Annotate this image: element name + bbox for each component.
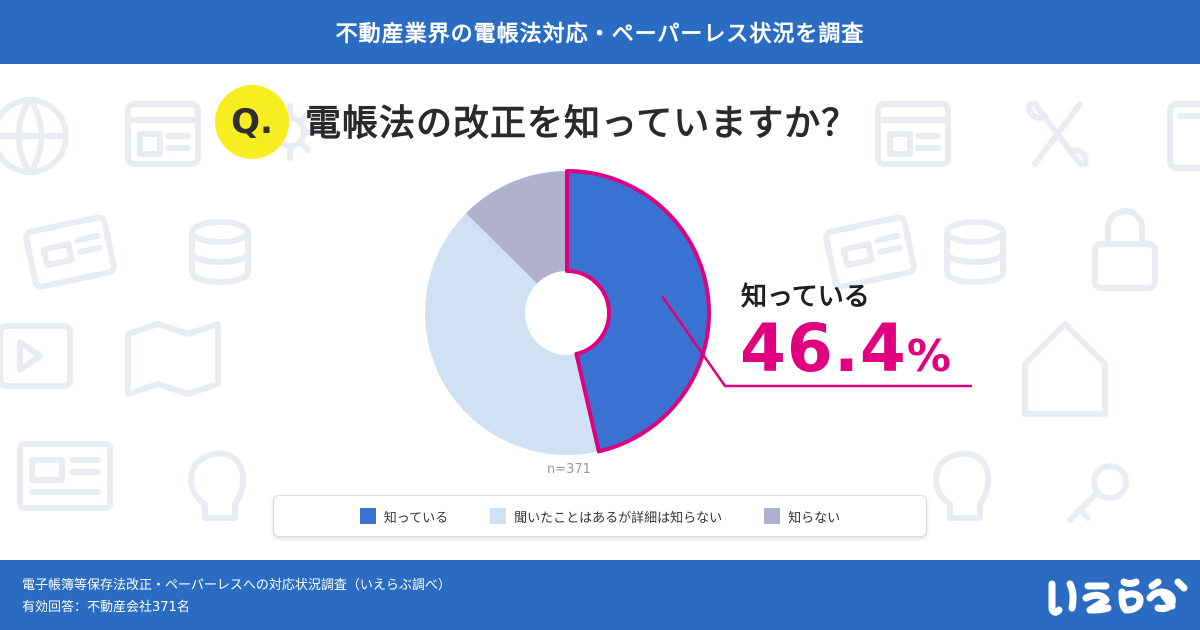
legend-label: 聞いたことはあるが詳細は知らない [514,510,723,526]
footer-bar: 電子帳簿等保存法改正・ペーパーレスへの対応状況調査（いえらぶ調べ） 有効回答：不… [0,560,1200,630]
legend-label: 知らない [788,510,841,526]
lightbulb-icon [933,450,992,521]
highlight-unit: % [906,331,952,382]
chart-slices [425,169,711,455]
news-card-icon [23,214,117,290]
tools-icon [1026,101,1089,167]
legend-swatch [764,508,781,524]
browser-window-icon [875,101,951,167]
pie-slice-3 [465,171,567,284]
database-icon [944,219,1006,285]
phone-icon [1167,101,1200,171]
legend-item: 聞いたことはあるが詳細は知らない [490,507,722,526]
question-badge: Q. [215,85,289,159]
background-icons [0,97,1200,523]
newspaper-icon [17,441,113,511]
house-icon [1022,321,1108,417]
globe-icon [0,97,69,175]
legend-item: 知らない [764,507,840,526]
video-icon [0,323,73,389]
brand-logo [1048,578,1188,616]
legend-swatch [359,508,376,524]
database-icon [189,219,251,285]
news-card-icon [823,214,917,290]
map-icon [125,321,221,397]
question-text: 電帳法の改正を知っていますか？ [305,103,859,144]
donut-chart [425,169,972,455]
legend-item: 知っている [359,507,449,526]
pie-slice-2 [425,213,599,455]
highlight-label: 知っている [741,282,870,312]
footer-respondents: 有効回答：不動産会社371名 [22,600,190,615]
lightbulb-icon [188,450,247,521]
leader-line [660,295,972,388]
browser-window-icon [125,101,201,167]
pie-slice-1 [565,169,711,454]
header-bar: 不動産業界の電帳法対応・ペーパーレス状況を調査 [0,0,1200,64]
header-title: 不動産業界の電帳法対応・ペーパーレス状況を調査 [335,22,865,47]
sample-size: n=371 [547,462,591,477]
chart-legend: 知っている 聞いたことはあるが詳細は知らない 知らない [273,495,927,537]
highlight-number: 46.4 [740,310,907,387]
key-icon [1067,463,1129,523]
footer-source: 電子帳簿等保存法改正・ペーパーレスへの対応状況調査（いえらぶ調べ） [22,578,451,593]
highlight-value: 46.4% [740,310,952,387]
legend-label: 知っている [383,510,449,526]
legend-swatch [490,508,507,524]
lock-icon [1092,208,1158,291]
